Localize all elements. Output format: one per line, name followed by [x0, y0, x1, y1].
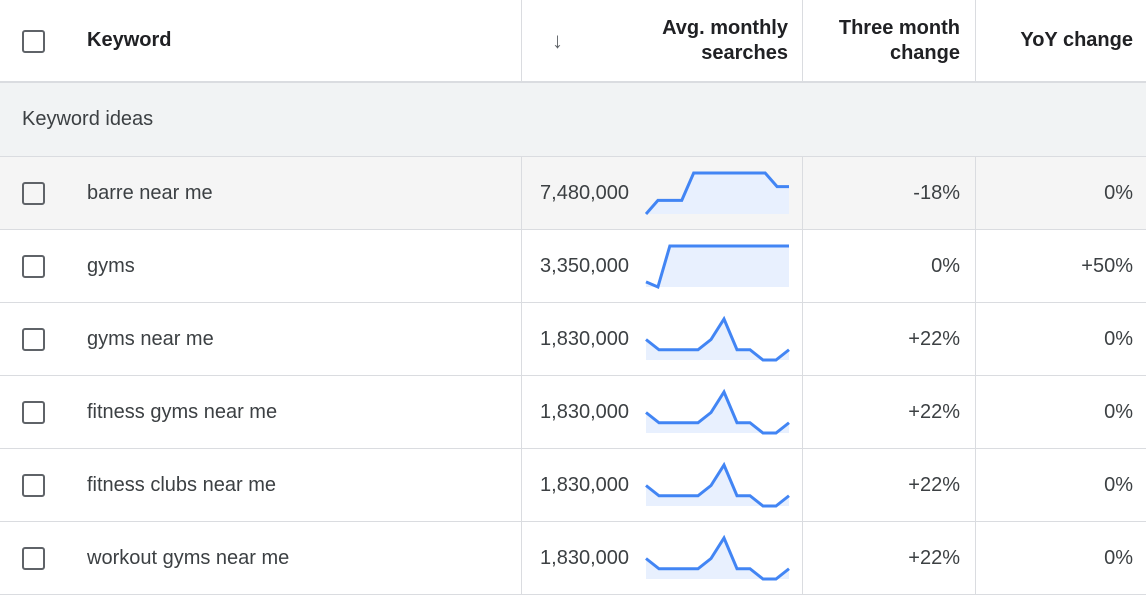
sparkline-line: [645, 461, 790, 508]
sparkline-area: [646, 319, 789, 360]
yoy-change-cell: 0%: [975, 157, 1146, 229]
three-month-change-cell: +22%: [802, 449, 976, 521]
yoy-change-column-header[interactable]: YoY change: [975, 0, 1146, 81]
three-month-change-cell: -18%: [802, 157, 976, 229]
select-all-checkbox[interactable]: [22, 30, 45, 53]
yoy-change-cell: 0%: [975, 449, 1146, 521]
table-row[interactable]: gyms 3,350,000 0% +50%: [0, 230, 1146, 303]
table-row[interactable]: workout gyms near me 1,830,000 +22% 0%: [0, 522, 1146, 595]
three-month-change-column-header[interactable]: Three month change: [802, 0, 976, 81]
arrow-down-icon[interactable]: ↓: [552, 27, 563, 53]
avg-searches-value: 1,830,000: [540, 400, 629, 423]
trend-sparkline[interactable]: [645, 449, 790, 522]
avg-searches-value: 7,480,000: [540, 181, 629, 204]
avg-searches-value: 1,830,000: [540, 546, 629, 569]
yoy-change-cell: 0%: [975, 303, 1146, 375]
trend-sparkline[interactable]: [645, 157, 790, 230]
sparkline-area: [646, 246, 789, 287]
sparkline-area: [646, 465, 789, 506]
yoy-change-cell: 0%: [975, 376, 1146, 448]
keyword-cell: barre near me: [87, 181, 213, 204]
sparkline-line: [645, 244, 789, 290]
avg-searches-value: 1,830,000: [540, 473, 629, 496]
row-checkbox[interactable]: [22, 181, 45, 205]
row-checkbox[interactable]: [22, 546, 45, 570]
trend-sparkline[interactable]: [645, 376, 790, 449]
sparkline-line: [645, 534, 790, 581]
keyword-cell: workout gyms near me: [87, 546, 290, 569]
table-row[interactable]: barre near me 7,480,000 -18% 0%: [0, 157, 1146, 230]
keyword-cell: fitness clubs near me: [87, 473, 276, 496]
sparkline-area: [646, 538, 789, 579]
trend-sparkline[interactable]: [645, 522, 790, 595]
group-label: Keyword ideas: [22, 108, 154, 130]
sparkline-line: [645, 388, 790, 435]
table-body: barre near me 7,480,000 -18% 0% gyms 3,350,00…: [0, 157, 1146, 595]
avg-monthly-searches-cell: 1,830,000: [521, 449, 803, 521]
avg-monthly-searches-cell: 1,830,000: [521, 376, 803, 448]
row-checkbox[interactable]: [22, 400, 45, 424]
avg-searches-value: 3,350,000: [540, 254, 629, 277]
group-row: Keyword ideas: [0, 83, 1146, 157]
row-checkbox[interactable]: [22, 327, 45, 351]
table-header: Keyword ↓ Avg. monthly searches Three mo…: [0, 0, 1146, 83]
trend-sparkline[interactable]: [645, 303, 790, 376]
avg-monthly-searches-cell: 3,350,000: [521, 230, 803, 302]
three-month-change-cell: +22%: [802, 522, 976, 594]
row-checkbox[interactable]: [22, 473, 45, 497]
sparkline-line: [645, 315, 790, 362]
table-row[interactable]: fitness clubs near me 1,830,000 +22% 0%: [0, 449, 1146, 522]
three-month-change-cell: +22%: [802, 376, 976, 448]
avg-monthly-searches-cell: 1,830,000: [521, 522, 803, 594]
row-checkbox[interactable]: [22, 254, 45, 278]
avg-monthly-searches-column-header[interactable]: ↓ Avg. monthly searches: [521, 0, 803, 81]
avg-monthly-searches-cell: 1,830,000: [521, 303, 803, 375]
sparkline-area: [646, 392, 789, 433]
yoy-change-cell: +50%: [975, 230, 1146, 302]
avg-monthly-searches-cell: 7,480,000: [521, 157, 803, 229]
keyword-column-header[interactable]: Keyword: [87, 29, 172, 51]
three-month-change-cell: +22%: [802, 303, 976, 375]
keyword-cell: fitness gyms near me: [87, 400, 278, 423]
sparkline-line: [645, 171, 789, 215]
avg-searches-value: 1,830,000: [540, 327, 629, 350]
keyword-cell: gyms near me: [87, 327, 214, 350]
three-month-change-cell: 0%: [802, 230, 976, 302]
sparkline-area: [646, 173, 789, 214]
keyword-cell: gyms: [87, 254, 135, 277]
yoy-change-cell: 0%: [975, 522, 1146, 594]
table-row[interactable]: gyms near me 1,830,000 +22% 0%: [0, 303, 1146, 376]
table-row[interactable]: fitness gyms near me 1,830,000 +22% 0%: [0, 376, 1146, 449]
trend-sparkline[interactable]: [645, 230, 790, 303]
